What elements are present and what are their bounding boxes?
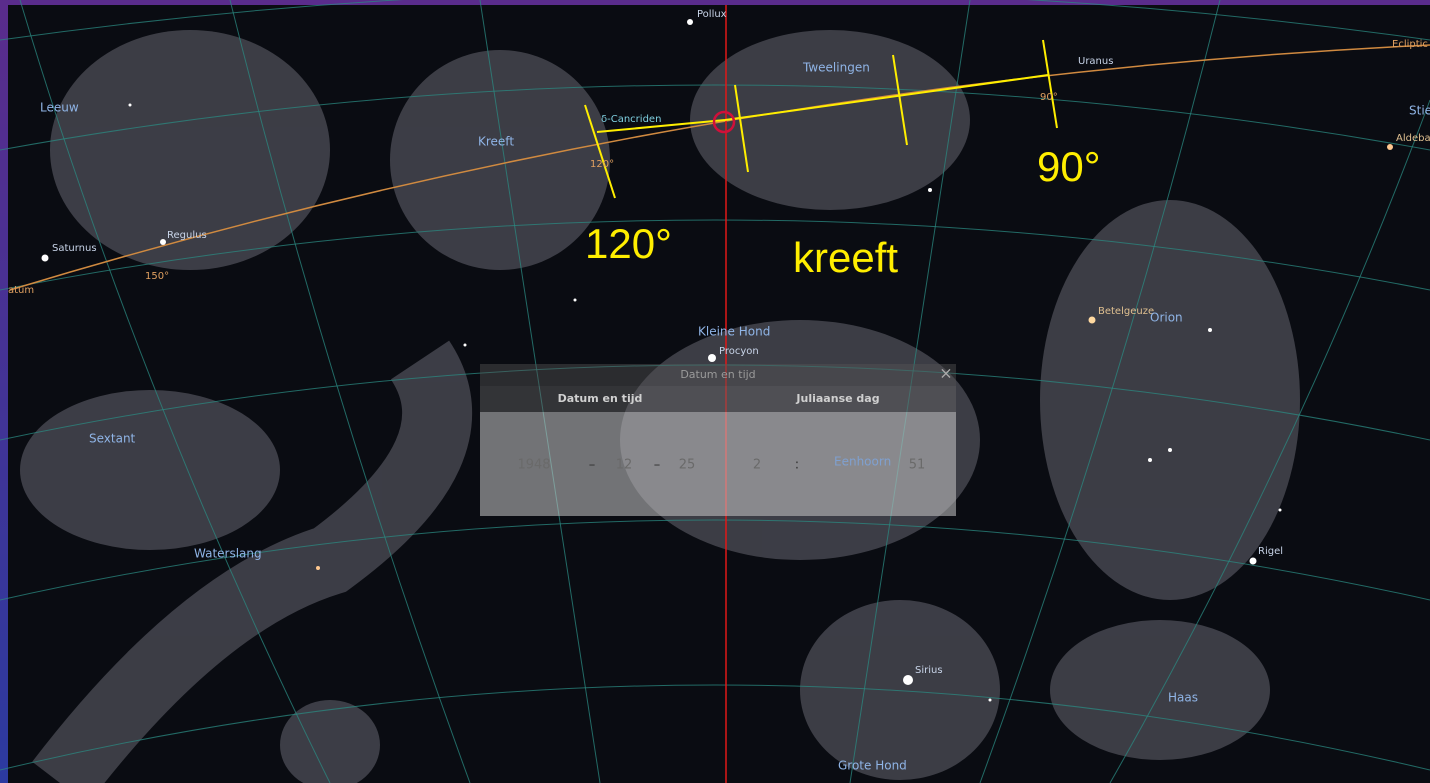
star-label: Sirius [915,665,943,676]
ecliptic-label: Ecliptic [1392,39,1428,50]
constellation-label: Kleine Hond [698,325,770,339]
grid-line [0,219,1430,291]
dialog-title: Datum en tijd [680,368,755,381]
annotation: 120° [585,220,672,267]
planet-label: Saturnus [52,243,97,254]
month-field[interactable]: 12 [616,458,633,473]
tab[interactable]: Juliaanse dag [795,392,879,405]
constellation-label: Kreeft [478,135,514,149]
star-label: Betelgeuze [1098,306,1154,317]
grid-line [0,519,1430,601]
meteor-label: δ-Cancriden [601,114,661,125]
ecliptic-label: atum [8,285,34,296]
grid-line [229,0,471,783]
close-button[interactable]: × [939,364,952,383]
annotation-lines [584,39,1058,199]
ecliptic [9,44,1430,291]
grid-line [979,0,1221,783]
ecliptic-tick: 120° [590,159,614,170]
grid-line [0,684,1430,771]
constellation-label: Sextant [89,432,136,446]
date-dialog: Datum en tijd × Datum en tijd Juliaanse … [480,364,956,516]
constellation-label: Haas [1168,691,1198,705]
grid-line [1109,99,1430,783]
ecliptic-tick: 90° [1040,92,1058,103]
year-field[interactable]: 1948 [517,458,550,473]
grid-line [0,84,1430,151]
star-label: Procyon [719,346,759,357]
sky [8,5,1430,783]
dialog-titlebar [480,364,956,386]
grid-line [19,0,331,783]
selected-object[interactable] [712,110,736,134]
tab[interactable]: Datum en tijd [558,392,643,405]
constellation-label: Orion [1150,311,1183,325]
second-field[interactable]: 51 [909,458,926,473]
constellation-label: Eenhoorn [834,455,891,469]
star-label: Rigel [1258,546,1283,557]
planet-label: Uranus [1078,56,1113,67]
constellation-label: Tweelingen [802,61,870,75]
star-label: Aldeba [1396,133,1430,144]
constellation-label: Waterslang [194,547,262,561]
annotation: kreeft [793,234,898,281]
constellation-label: Leeuw [40,101,79,115]
separator: – [654,458,661,473]
dialog-tabs [480,386,956,412]
constellation-label: Grote Hond [838,759,907,773]
annotation: 90° [1037,143,1101,190]
day-field[interactable]: 25 [679,458,696,473]
separator: – [589,458,596,473]
grid-line [0,364,1430,441]
hour-field[interactable]: 2 [753,458,761,473]
star-label: Regulus [167,230,207,241]
separator: : [795,458,799,473]
stars [41,19,1393,702]
dialog-body [480,412,956,516]
ecliptic-tick: 150° [145,271,169,282]
constellation-label: Stie [1409,104,1430,118]
star-label: Pollux [697,9,727,20]
